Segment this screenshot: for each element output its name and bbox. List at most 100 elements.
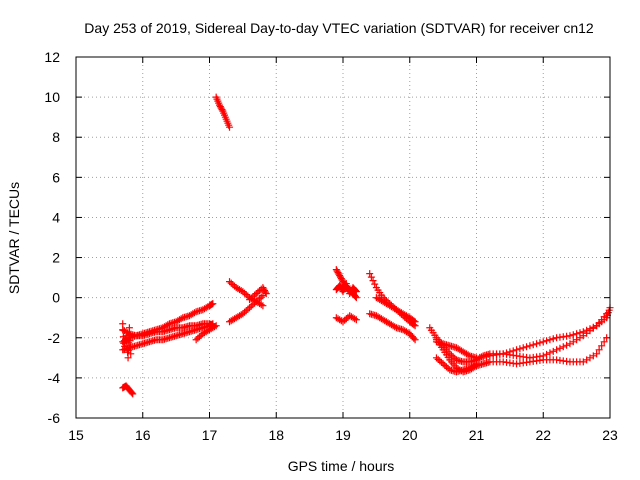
data-point (252, 298, 260, 306)
data-point (192, 336, 200, 344)
y-tick-label: 2 (52, 250, 60, 266)
data-point (261, 287, 269, 295)
data-point (546, 349, 554, 357)
data-point (352, 294, 360, 302)
data-point (589, 323, 597, 331)
data-point (241, 289, 249, 297)
series-segment-j (246, 284, 270, 304)
data-point (336, 273, 344, 281)
data-point (603, 334, 611, 342)
data-point (128, 389, 136, 397)
data-point (216, 101, 224, 109)
series-segment-m (332, 312, 360, 326)
data-point (410, 317, 418, 325)
data-point (539, 338, 547, 346)
data-point (346, 290, 354, 298)
data-point (227, 279, 235, 287)
data-point (126, 330, 134, 338)
data-point (256, 295, 264, 303)
data-point (513, 346, 521, 354)
data-point (600, 338, 608, 346)
data-point (246, 304, 254, 312)
data-point (257, 293, 265, 301)
data-point (119, 320, 127, 328)
data-point (212, 322, 220, 330)
data-point (536, 339, 544, 347)
data-point (254, 296, 262, 304)
data-point (366, 270, 374, 278)
data-point (563, 341, 571, 349)
data-point (211, 323, 219, 331)
data-point (249, 301, 257, 309)
data-point (436, 357, 444, 365)
data-point (249, 293, 257, 301)
data-point (352, 288, 360, 296)
data-point (566, 332, 574, 340)
data-point (434, 355, 442, 363)
data-point (549, 335, 557, 343)
data-point (573, 330, 581, 338)
x-tick-label: 21 (469, 427, 485, 443)
data-point (342, 315, 350, 323)
data-point (526, 342, 534, 350)
data-point (195, 333, 203, 341)
data-point (441, 361, 449, 369)
data-point (336, 272, 344, 280)
data-point (471, 361, 479, 369)
y-tick-label: 6 (52, 169, 60, 185)
series-segment-i (226, 292, 267, 326)
y-tick-label: 8 (52, 129, 60, 145)
data-point (259, 302, 267, 310)
data-point (332, 266, 340, 274)
data-point (334, 269, 342, 277)
data-point (209, 300, 217, 308)
chart-title: Day 253 of 2019, Sidereal Day-to-day VTE… (84, 20, 594, 36)
data-point (260, 285, 268, 293)
data-point (262, 290, 270, 298)
x-tick-label: 22 (535, 427, 551, 443)
y-tick-label: -2 (48, 330, 61, 346)
data-point (506, 348, 514, 356)
y-tick-label: -6 (48, 410, 61, 426)
data-points (119, 93, 614, 398)
x-tick-label: 15 (68, 427, 84, 443)
y-tick-label: 12 (44, 49, 60, 65)
data-point (341, 316, 349, 324)
data-point (339, 318, 347, 326)
data-point (257, 301, 265, 309)
data-point (446, 350, 454, 358)
data-point (519, 344, 527, 352)
y-tick-label: 0 (52, 290, 60, 306)
data-point (247, 294, 255, 302)
data-point (371, 280, 379, 288)
data-point (218, 106, 226, 114)
data-point (509, 347, 517, 355)
data-point (126, 343, 134, 351)
data-point (579, 328, 587, 336)
data-point (239, 310, 247, 318)
data-point (549, 347, 557, 355)
data-point (595, 346, 603, 354)
series-segment-d (119, 320, 135, 362)
data-point (242, 307, 250, 315)
data-point (254, 288, 262, 296)
data-point (503, 349, 511, 357)
data-point (576, 329, 584, 337)
data-point (529, 341, 537, 349)
data-point (499, 350, 507, 358)
grid-lines (76, 57, 610, 418)
data-point (229, 281, 237, 289)
data-point (226, 123, 234, 131)
data-point (126, 337, 134, 345)
data-point (337, 275, 345, 283)
data-point (437, 358, 445, 366)
y-tick-labels: -6 -4 -2 0 2 4 6 8 10 12 (44, 49, 60, 426)
data-point (432, 354, 440, 362)
data-point (261, 288, 269, 296)
data-point (251, 291, 259, 299)
data-point (464, 351, 472, 359)
x-axis-label: GPS time / hours (288, 458, 395, 474)
data-point (190, 309, 198, 317)
data-point (194, 334, 202, 342)
data-point (583, 326, 591, 334)
